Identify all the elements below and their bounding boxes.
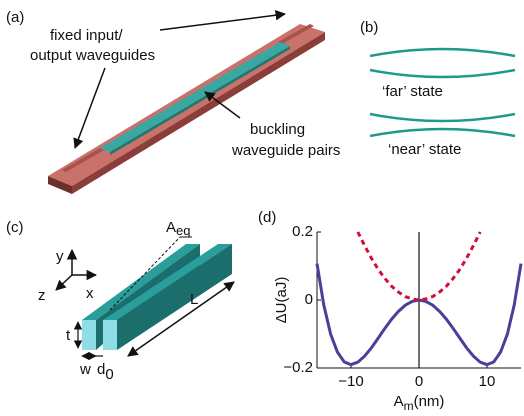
panel-label: (d) bbox=[258, 209, 276, 226]
axis-letter: z bbox=[38, 287, 46, 304]
x-tick-label: −10 bbox=[338, 373, 363, 390]
x-axis-label: Am(nm) bbox=[394, 393, 445, 411]
axis-letter: x bbox=[86, 285, 94, 302]
panel-label: (c) bbox=[6, 219, 24, 236]
y-tick-label: 0 bbox=[305, 291, 313, 308]
annotation: d0 bbox=[97, 361, 114, 383]
x-axis-label: (nm) bbox=[414, 393, 445, 410]
figure: (a) fixed input/ output waveguides buckl… bbox=[0, 0, 524, 411]
page: (a) fixed input/ output waveguides buckl… bbox=[0, 0, 524, 416]
annotation: t bbox=[66, 327, 71, 344]
annotation: output waveguides bbox=[30, 47, 155, 64]
annotation: ‘far’ state bbox=[382, 83, 443, 100]
annotation: d bbox=[97, 361, 105, 378]
arrow bbox=[160, 14, 285, 30]
annotation: 0 bbox=[105, 366, 113, 383]
x-tick-label: 0 bbox=[415, 373, 423, 390]
panel-label: (b) bbox=[360, 19, 378, 36]
beam-drawing bbox=[82, 244, 232, 350]
waveguide-line bbox=[370, 70, 515, 77]
x-axis-label: m bbox=[404, 399, 414, 411]
plot: −0.2 0 0.2 −10 0 10 Am(nm) ΔU(aJ) bbox=[273, 223, 521, 411]
y-tick-label: 0.2 bbox=[292, 223, 313, 240]
annotation: w bbox=[79, 361, 91, 378]
annotation: Aeq bbox=[166, 219, 190, 238]
annotation: L bbox=[190, 291, 198, 308]
y-axis-label: ΔU(aJ) bbox=[273, 277, 290, 324]
annotation: waveguide pairs bbox=[231, 142, 340, 159]
axis-letter: y bbox=[56, 248, 64, 265]
waveguide-line bbox=[370, 114, 515, 121]
slab-end bbox=[103, 320, 117, 350]
slab-end bbox=[82, 320, 96, 350]
annotation: A bbox=[166, 219, 176, 236]
annotation: fixed input/ bbox=[50, 27, 123, 44]
annotation: buckling bbox=[250, 121, 305, 138]
x-tick-label: 10 bbox=[479, 373, 496, 390]
arrow bbox=[75, 68, 105, 148]
waveguide-line bbox=[370, 129, 515, 136]
panel-label: (a) bbox=[6, 9, 24, 26]
annotation: eq bbox=[176, 223, 190, 238]
waveguide-line bbox=[370, 49, 515, 56]
axis-arrow bbox=[56, 275, 72, 290]
annotation: ‘near’ state bbox=[388, 141, 461, 158]
y-tick-label: −0.2 bbox=[283, 359, 313, 376]
x-axis-label: A bbox=[394, 393, 404, 410]
